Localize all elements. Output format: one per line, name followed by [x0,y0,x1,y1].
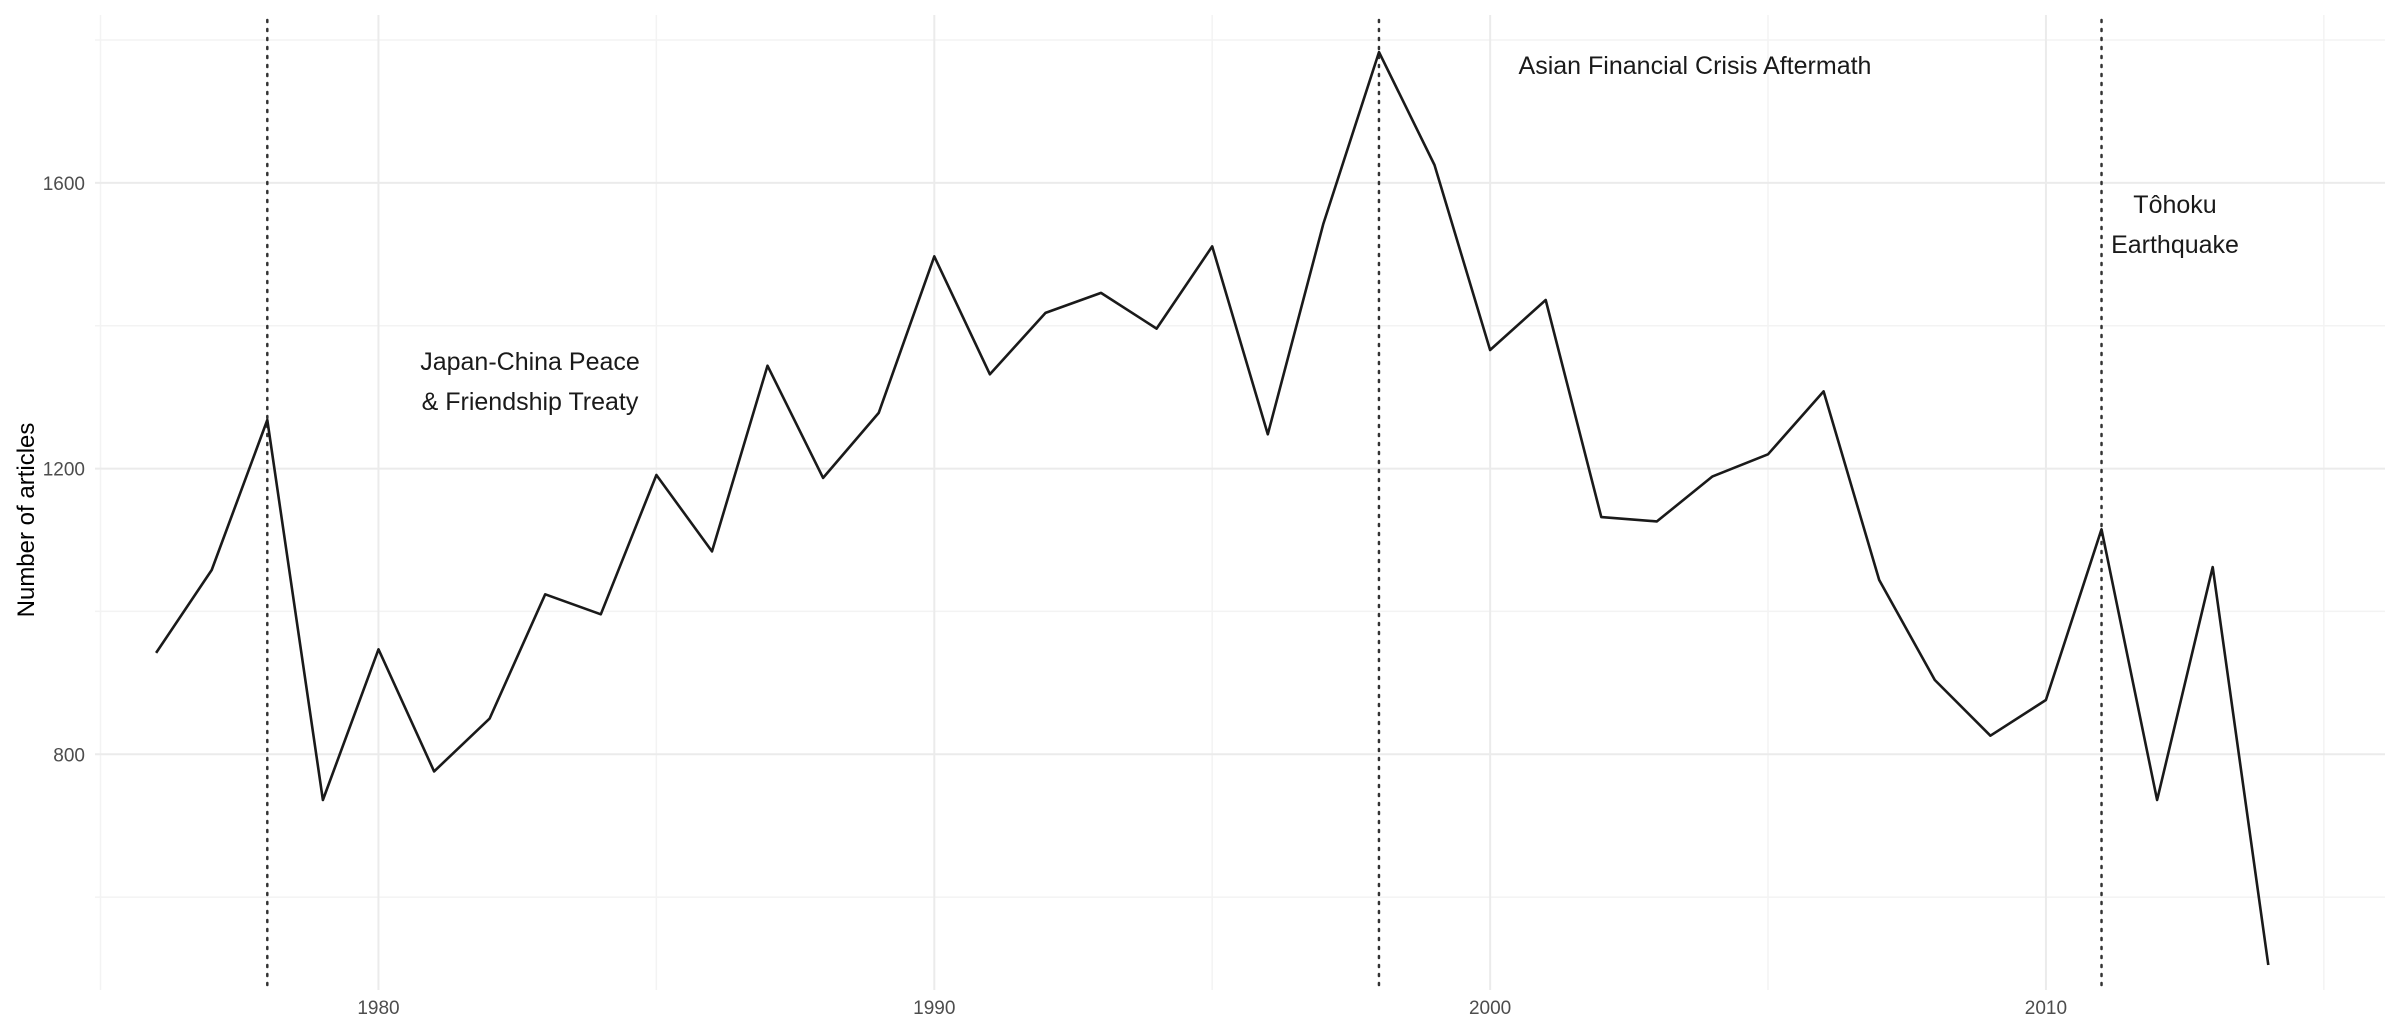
grid [95,15,2385,990]
x-tick-label: 2000 [1469,998,1511,1019]
event-annotation-line: Earthquake [2111,231,2239,259]
y-axis-title: Number of articles [13,423,40,618]
event-lines [267,20,2101,990]
x-tick-label: 1990 [913,998,955,1019]
y-tick-label: 800 [53,745,85,766]
y-tick-label: 1600 [43,174,85,195]
x-tick-label: 2010 [2025,998,2067,1019]
event-annotation: Tôhoku Earthquake [2111,191,2239,259]
event-annotation-line: & Friendship Treaty [422,388,639,416]
event-annotation-line: Tôhoku [2133,191,2216,219]
y-tick-label: 1200 [43,460,85,481]
x-tick-label: 1980 [357,998,399,1019]
annotations: Japan-China Peace & Friendship Treaty Asia… [420,52,2239,416]
event-annotation-line: Asian Financial Crisis Aftermath [1519,52,1872,80]
tick-labels: 800 1200 1600 1980 1990 2000 2010 [43,174,2067,1019]
event-annotation: Asian Financial Crisis Aftermath [1519,52,1872,80]
event-annotation: Japan-China Peace & Friendship Treaty [420,348,640,416]
event-annotation-line: Japan-China Peace [420,348,640,376]
